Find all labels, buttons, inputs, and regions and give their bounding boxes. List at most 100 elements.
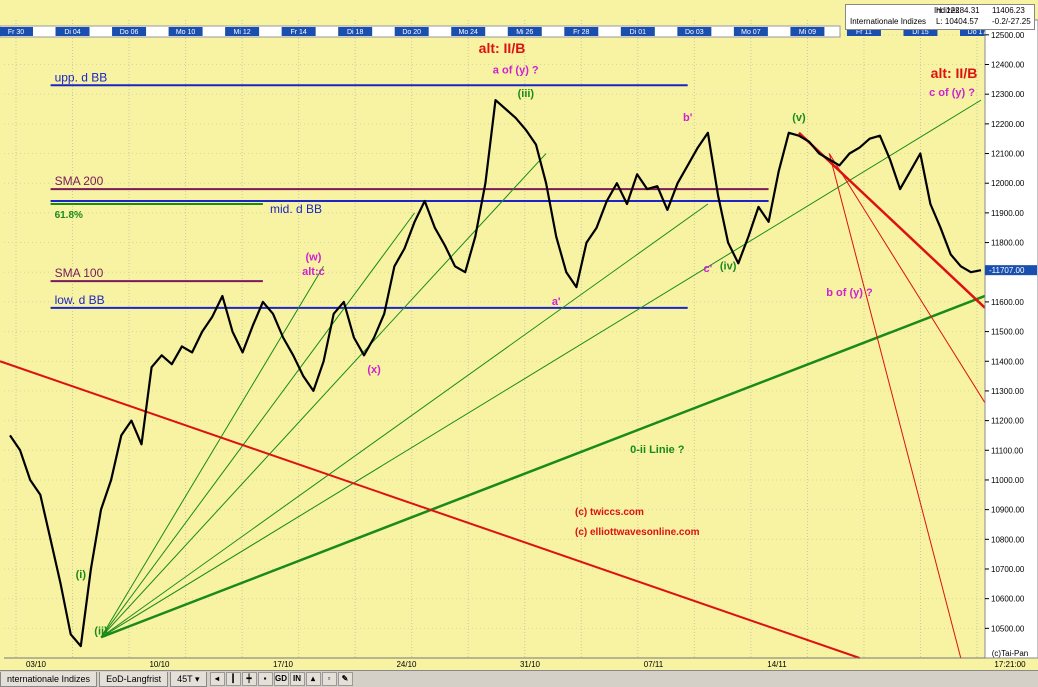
- top-date-label: Fr 11: [856, 29, 872, 36]
- ref-line-label: SMA 100: [55, 266, 104, 280]
- interval-select[interactable]: 45T ▾: [170, 671, 207, 687]
- price-tick-label: 11800.00: [991, 239, 1024, 248]
- red-downtrend: [0, 360, 860, 659]
- price-tick-label: 10700.00: [991, 565, 1025, 574]
- ref-line-label: mid. d BB: [270, 202, 322, 216]
- wave-label: a': [552, 296, 561, 308]
- price-tick-label: 12200.00: [991, 120, 1025, 129]
- top-date-tag: [733, 27, 768, 36]
- interval-label: 45T: [177, 673, 193, 684]
- arrow-left-icon[interactable]: ◂: [209, 672, 225, 686]
- price-tick-label: 11000.00: [991, 476, 1024, 485]
- clock: 17:21:00: [994, 660, 1026, 669]
- wave-label: (w): [305, 251, 321, 263]
- wave-label: (iii): [518, 88, 535, 100]
- wave-label: (iv): [720, 260, 737, 272]
- wave-label: (ii): [94, 625, 108, 637]
- reference-lines: upp. d BB SMA 200 61.8% mid. d BB SMA 100 low…: [50, 70, 769, 309]
- price-tick-label: 12500.00: [991, 31, 1025, 40]
- top-date-tag: [903, 27, 938, 36]
- ref-line-label: 61.8%: [55, 210, 83, 221]
- top-date-label: Mo 10: [176, 29, 196, 36]
- price-series: [9, 99, 982, 648]
- top-date-label: Mi 12: [234, 29, 251, 36]
- info-last: 11406.23: [992, 6, 1025, 15]
- chevron-down-icon: ▾: [194, 673, 200, 684]
- top-date-label: Mi 26: [516, 29, 533, 36]
- ref-line-label: SMA 200: [55, 174, 104, 188]
- copyright-elliottwaves: (c) elliottwavesonline.com: [575, 527, 700, 538]
- fan-line: [100, 153, 547, 638]
- top-date-label: Fr 30: [8, 29, 24, 36]
- last-price-label: -11707.00: [989, 266, 1025, 275]
- indicator-icon[interactable]: ▴: [305, 672, 321, 686]
- price-tick-label: 12000.00: [991, 179, 1025, 188]
- bottom-date-label: 14/11: [767, 660, 787, 669]
- copyright-twiccs: (c) twiccs.com: [575, 507, 644, 518]
- zoom-icon[interactable]: ▫: [321, 672, 337, 686]
- bar-icon[interactable]: ┿: [241, 672, 257, 686]
- info-high: H: 12284.31: [936, 6, 980, 15]
- candle-icon[interactable]: ┃: [225, 672, 241, 686]
- info-box: Indizes Internationale Indizes H: 12284.…: [845, 4, 1035, 30]
- top-date-tag: [790, 27, 825, 36]
- top-date-tag: [281, 27, 316, 36]
- top-date-axis: Fr 30 Di 04 Do 06 Mo 10 Mi 12 Fr 14 Di 18 Do 20…: [0, 25, 994, 38]
- wave-label: (v): [792, 112, 806, 124]
- top-date-tag: [394, 27, 429, 36]
- tai-pan-copyright: (c)Tai-Pan: [992, 649, 1028, 658]
- price-tick-label: 11600.00: [991, 298, 1024, 307]
- chart-title: alt: II/B: [479, 40, 526, 56]
- tab-eod-longterm[interactable]: EoD-Langfrist: [99, 671, 169, 687]
- top-date-label: Mo 24: [459, 29, 479, 36]
- bottom-date-label: 31/10: [520, 660, 541, 669]
- top-date-label: Mo 07: [741, 29, 761, 36]
- info-low: L: 10404.57: [936, 17, 979, 26]
- top-date-tag: [620, 27, 655, 36]
- price-axis: 10500.00 10600.00 10700.00 10800.00 10900.00…: [984, 19, 1038, 659]
- top-date-label: Do 03: [685, 29, 704, 36]
- top-date-label: Di 04: [64, 29, 80, 36]
- wave-labels: a of (y) ? (iii) b' (v) (w) alt:c c' (iv) a' b of…: [76, 64, 873, 637]
- bottom-date-label: 03/10: [26, 660, 47, 669]
- price-tick-label: 12300.00: [991, 90, 1025, 99]
- trend-lines: [0, 99, 986, 659]
- info-group: Internationale Indizes: [850, 17, 927, 26]
- top-date-tag: [55, 27, 90, 36]
- fan-line: [100, 99, 982, 638]
- bottom-date-label: 17/10: [273, 660, 294, 669]
- c-of-y-label: c of (y) ?: [929, 87, 975, 99]
- top-date-tag: [507, 27, 542, 36]
- price-tick-label: 10500.00: [991, 624, 1025, 633]
- price-tick-label: 10600.00: [991, 595, 1025, 604]
- top-date-label: Do 17: [968, 29, 987, 36]
- gd-button[interactable]: GD: [273, 672, 289, 686]
- top-date-tag: [451, 27, 486, 36]
- price-tick-label: 12400.00: [991, 61, 1025, 70]
- red-fan-2: [828, 153, 962, 659]
- wave-label: b': [683, 112, 693, 124]
- top-date-tag: [112, 27, 147, 36]
- price-tick-label: 11900.00: [991, 209, 1024, 218]
- pen-icon[interactable]: ✎: [337, 672, 353, 686]
- last-price-tag: [985, 265, 1037, 276]
- status-bar: nternationale Indizes EoD-Langfrist 45T …: [0, 670, 1038, 687]
- top-date-tag: [225, 27, 260, 36]
- in-button[interactable]: IN: [289, 672, 305, 686]
- wave-label: (x): [367, 364, 381, 376]
- wave-label: 0-ii Linie ?: [630, 444, 685, 456]
- price-tick-label: 11500.00: [991, 328, 1024, 337]
- top-date-tag: [960, 27, 994, 36]
- bottom-date-label: 24/10: [396, 660, 417, 669]
- wave-label: (i): [76, 569, 87, 581]
- top-date-tag: [564, 27, 599, 36]
- lock-icon[interactable]: ▪: [257, 672, 273, 686]
- top-date-tag: [168, 27, 203, 36]
- fan-line: [100, 266, 324, 638]
- bottom-date-axis: 03/10 10/10 17/10 24/10 31/10 07/11 14/11: [4, 657, 985, 669]
- price-axis-panel: [984, 19, 1038, 659]
- bottom-date-label: 10/10: [149, 660, 170, 669]
- top-date-tag: [846, 27, 881, 36]
- tab-indices[interactable]: nternationale Indizes: [0, 671, 98, 687]
- alt-title-right: alt: II/B: [931, 65, 978, 81]
